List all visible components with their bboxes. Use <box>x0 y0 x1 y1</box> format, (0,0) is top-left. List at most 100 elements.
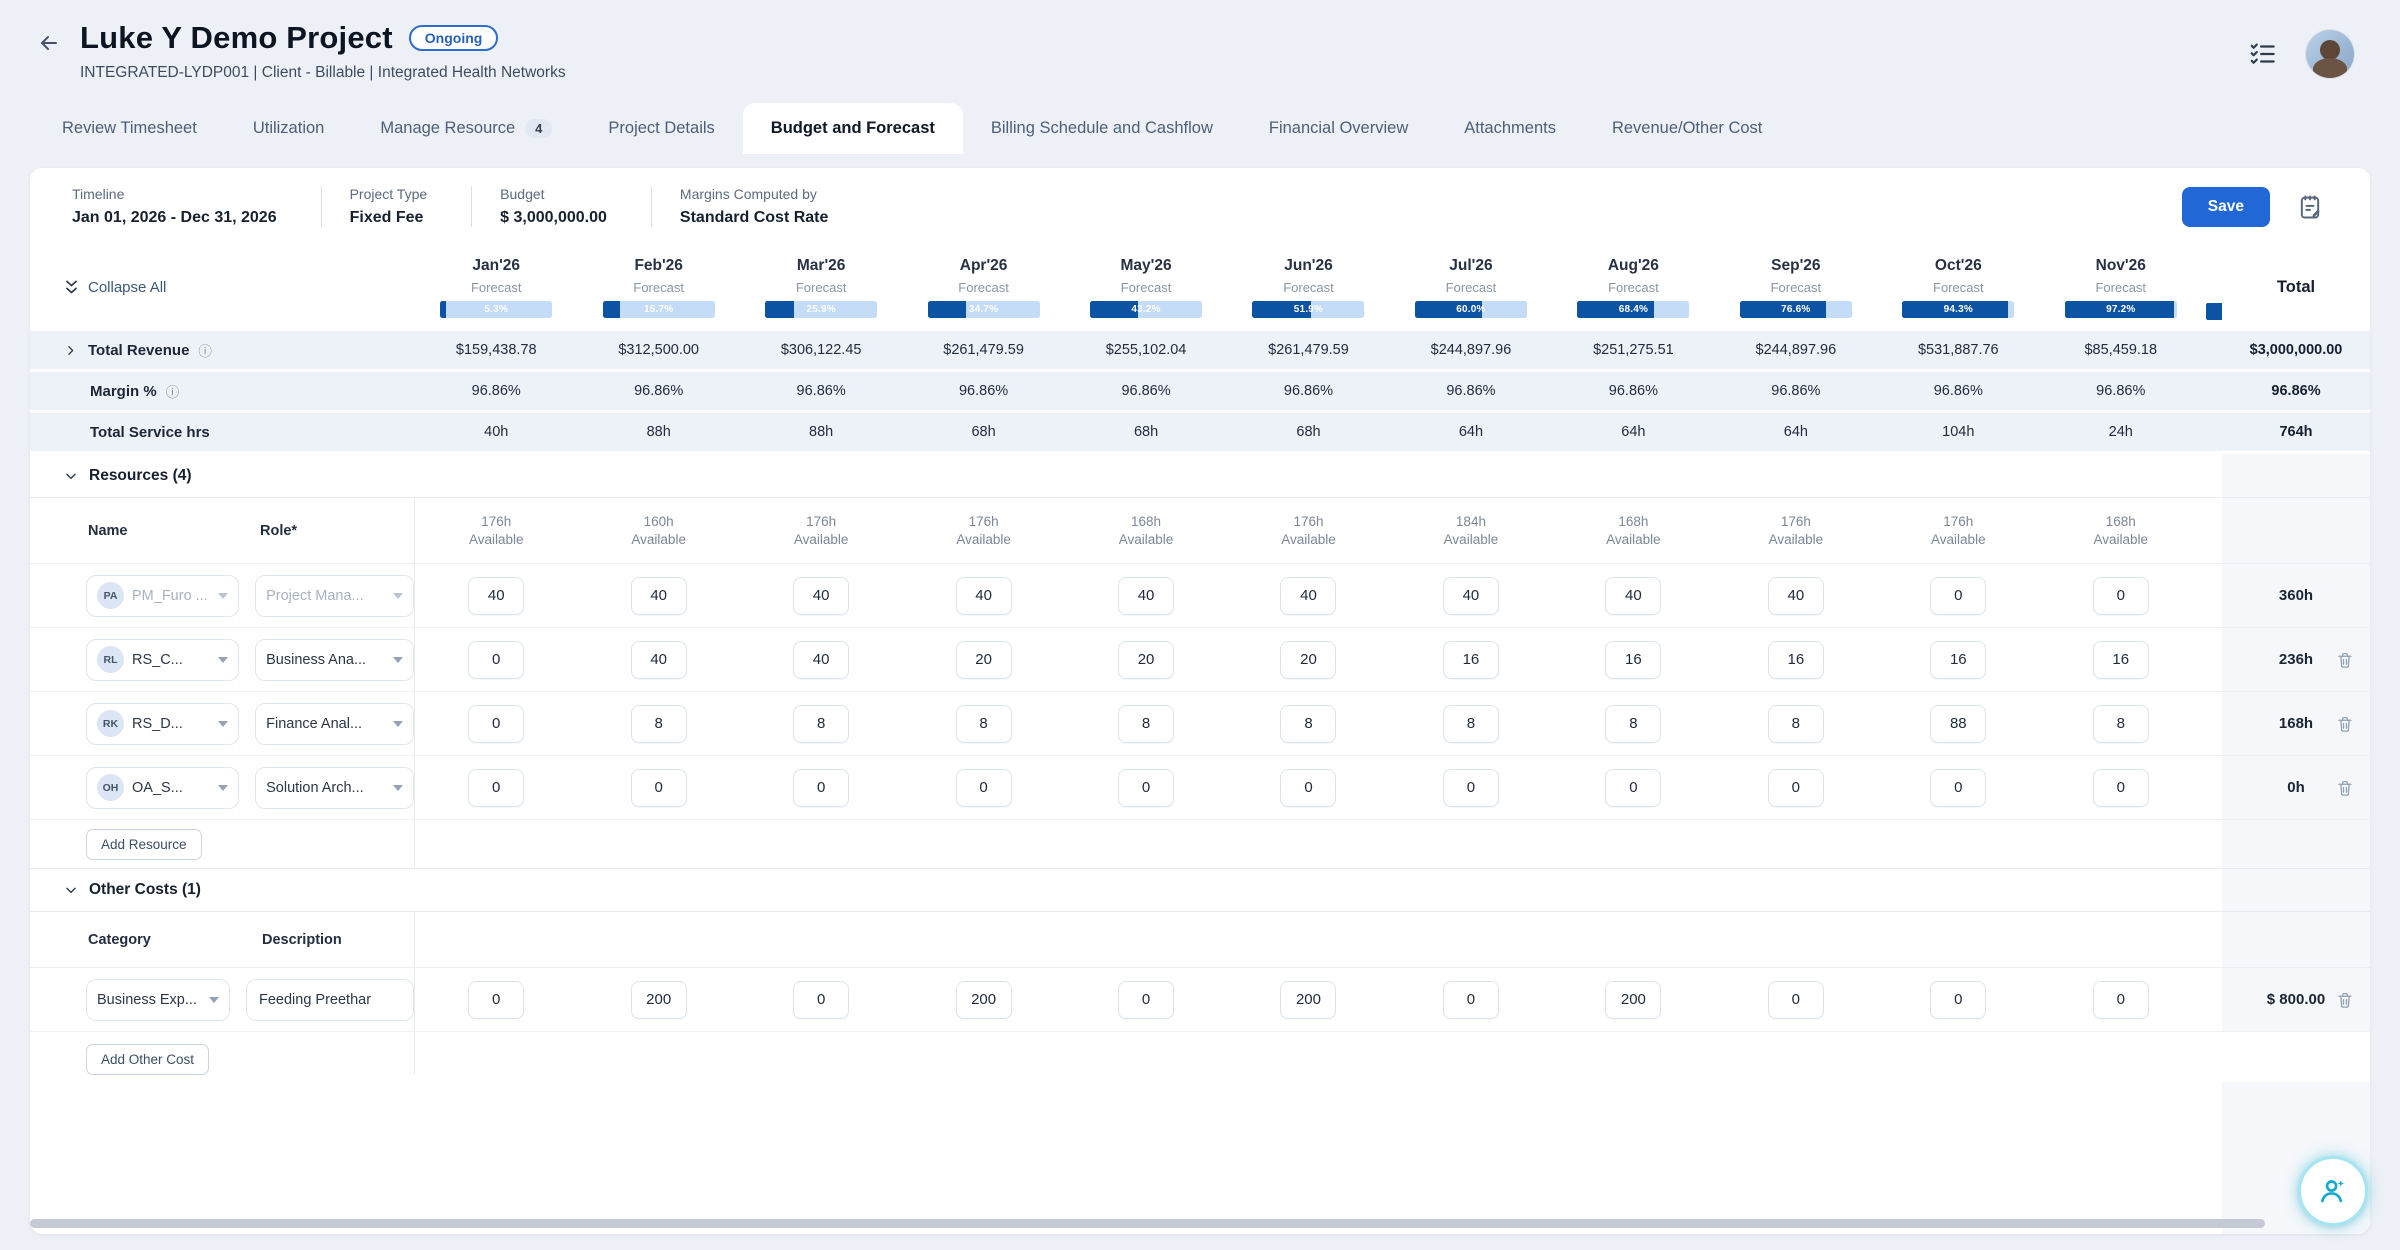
hours-input[interactable] <box>468 577 524 615</box>
status-badge: Ongoing <box>409 25 499 51</box>
cost-input[interactable] <box>1118 981 1174 1019</box>
resource-role-select[interactable]: Finance Anal... <box>255 703 414 745</box>
cost-category-select[interactable]: Business Exp... <box>86 979 230 1021</box>
hours-input[interactable] <box>468 705 524 743</box>
month-header-cell: Oct'26Forecast94.3% <box>1877 243 2039 331</box>
delete-cost-icon[interactable] <box>2336 990 2354 1009</box>
add-resource-button[interactable]: Add Resource <box>86 829 202 860</box>
add-other-cost-button[interactable]: Add Other Cost <box>86 1044 209 1075</box>
hours-input[interactable] <box>956 577 1012 615</box>
other-costs-collapse-toggle[interactable]: Other Costs (1) <box>30 881 201 899</box>
hours-input[interactable] <box>2093 769 2149 807</box>
info-icon[interactable]: ⓘ <box>198 340 212 360</box>
cost-input[interactable] <box>1768 981 1824 1019</box>
hours-input[interactable] <box>2093 641 2149 679</box>
notes-icon[interactable] <box>2296 193 2324 221</box>
resource-role-select[interactable]: Business Ana... <box>255 639 414 681</box>
resource-role-select[interactable]: Solution Arch... <box>255 767 414 809</box>
resource-name-select[interactable]: OH OA_S... <box>86 767 239 809</box>
hours-input[interactable] <box>2093 705 2149 743</box>
hours-input[interactable] <box>793 769 849 807</box>
hours-cell <box>740 628 902 691</box>
delete-resource-icon[interactable] <box>2336 650 2354 669</box>
hours-input[interactable] <box>1118 705 1174 743</box>
cost-input[interactable] <box>1443 981 1499 1019</box>
hours-input[interactable] <box>1768 641 1824 679</box>
hours-input[interactable] <box>468 769 524 807</box>
hours-input[interactable] <box>2093 577 2149 615</box>
month-header-cell: May'26Forecast43.2% <box>1065 243 1227 331</box>
cost-input[interactable] <box>2093 981 2149 1019</box>
horizontal-scrollbar-thumb[interactable] <box>30 1219 2265 1228</box>
hours-input[interactable] <box>1605 641 1661 679</box>
hours-input[interactable] <box>1443 705 1499 743</box>
hours-input[interactable] <box>1280 641 1336 679</box>
tab-budget-and-forecast[interactable]: Budget and Forecast <box>743 103 963 154</box>
cost-input[interactable] <box>1605 981 1661 1019</box>
hours-input[interactable] <box>956 769 1012 807</box>
chevron-down-icon <box>218 785 228 791</box>
tab-attachments[interactable]: Attachments <box>1436 103 1584 154</box>
tab-utilization[interactable]: Utilization <box>225 103 353 154</box>
hours-input[interactable] <box>1118 641 1174 679</box>
save-button[interactable]: Save <box>2182 187 2270 227</box>
hours-input[interactable] <box>631 769 687 807</box>
cost-input[interactable] <box>1280 981 1336 1019</box>
hours-input[interactable] <box>793 577 849 615</box>
hours-input[interactable] <box>1768 577 1824 615</box>
tab-billing-schedule-and-cashflow[interactable]: Billing Schedule and Cashflow <box>963 103 1241 154</box>
cost-description-input[interactable] <box>246 979 414 1021</box>
hours-input[interactable] <box>631 641 687 679</box>
cost-input[interactable] <box>468 981 524 1019</box>
hours-input[interactable] <box>793 641 849 679</box>
cost-input[interactable] <box>956 981 1012 1019</box>
hours-input[interactable] <box>1768 769 1824 807</box>
resource-role-select[interactable]: Project Mana... <box>255 575 414 617</box>
hours-input[interactable] <box>631 705 687 743</box>
cost-input[interactable] <box>1930 981 1986 1019</box>
chevron-down-icon <box>393 593 403 599</box>
hours-input[interactable] <box>1443 641 1499 679</box>
hours-input[interactable] <box>1605 705 1661 743</box>
assistant-fab-button[interactable] <box>2298 1156 2368 1226</box>
tab-financial-overview[interactable]: Financial Overview <box>1241 103 1436 154</box>
tab-manage-resource[interactable]: Manage Resource4 <box>352 103 580 154</box>
delete-resource-icon[interactable] <box>2336 778 2354 797</box>
hours-input[interactable] <box>1930 577 1986 615</box>
hours-input[interactable] <box>1118 577 1174 615</box>
hours-input[interactable] <box>1443 577 1499 615</box>
hours-input[interactable] <box>1280 705 1336 743</box>
hours-input[interactable] <box>1930 641 1986 679</box>
user-avatar[interactable] <box>2306 30 2354 78</box>
hours-input[interactable] <box>1443 769 1499 807</box>
tab-review-timesheet[interactable]: Review Timesheet <box>34 103 225 154</box>
resource-name-select[interactable]: RK RS_D... <box>86 703 239 745</box>
hours-input[interactable] <box>631 577 687 615</box>
resource-name-select[interactable]: PA PM_Furo ... <box>86 575 239 617</box>
hours-input[interactable] <box>793 705 849 743</box>
back-arrow-icon[interactable] <box>34 28 64 58</box>
hours-input[interactable] <box>1280 577 1336 615</box>
hours-input[interactable] <box>1605 769 1661 807</box>
chevron-right-icon[interactable] <box>64 344 77 357</box>
hours-input[interactable] <box>1930 705 1986 743</box>
cost-input[interactable] <box>793 981 849 1019</box>
tab-revenue-other-cost[interactable]: Revenue/Other Cost <box>1584 103 1790 154</box>
collapse-all-button[interactable]: Collapse All <box>30 279 166 296</box>
info-icon[interactable]: ⓘ <box>166 381 180 401</box>
hours-input[interactable] <box>1768 705 1824 743</box>
hours-input[interactable] <box>1930 769 1986 807</box>
info-field-timeline: Timeline Jan 01, 2026 - Dec 31, 2026 <box>44 186 321 227</box>
resource-name-select[interactable]: RL RS_C... <box>86 639 239 681</box>
delete-resource-icon[interactable] <box>2336 714 2354 733</box>
hours-input[interactable] <box>468 641 524 679</box>
tab-project-details[interactable]: Project Details <box>580 103 742 154</box>
hours-input[interactable] <box>956 641 1012 679</box>
hours-input[interactable] <box>956 705 1012 743</box>
hours-input[interactable] <box>1118 769 1174 807</box>
cost-input[interactable] <box>631 981 687 1019</box>
hours-input[interactable] <box>1605 577 1661 615</box>
resources-collapse-toggle[interactable]: Resources (4) <box>30 467 192 485</box>
hours-input[interactable] <box>1280 769 1336 807</box>
checklist-icon[interactable] <box>2248 39 2278 69</box>
